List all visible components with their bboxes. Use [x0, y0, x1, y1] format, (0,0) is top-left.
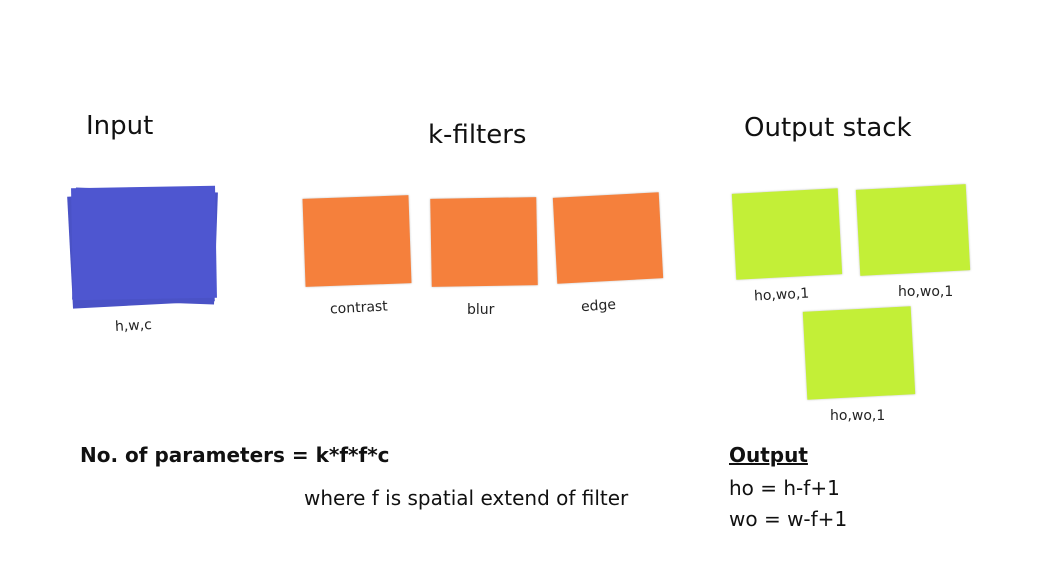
output-label: ho,wo,1	[753, 285, 810, 305]
filter-label-edge: edge	[580, 296, 617, 316]
input-label: h,w,c	[114, 317, 153, 335]
input-title: Input	[86, 111, 154, 141]
filter-contrast	[302, 195, 412, 287]
filter-label-blur: blur	[467, 302, 495, 318]
parameters-formula: No. of parameters = k*f*f*c	[80, 443, 390, 467]
parameters-note: where f is spatial extend of filter	[304, 486, 629, 510]
output-stack-title: Output stack	[744, 113, 912, 143]
filters-title: k-filters	[428, 120, 527, 150]
output-wo-formula: wo = w-f+1	[729, 507, 848, 531]
filter-label-contrast: contrast	[329, 298, 389, 318]
input-layer	[71, 185, 217, 301]
output-map	[731, 188, 843, 280]
output-map	[855, 184, 971, 276]
output-ho-formula: ho = h-f+1	[729, 476, 840, 500]
filter-blur	[430, 197, 538, 287]
output-label: ho,wo,1	[830, 408, 886, 424]
output-label: ho,wo,1	[898, 284, 954, 300]
output-map	[802, 306, 916, 400]
filter-edge	[552, 192, 664, 284]
output-heading: Output	[729, 443, 808, 467]
